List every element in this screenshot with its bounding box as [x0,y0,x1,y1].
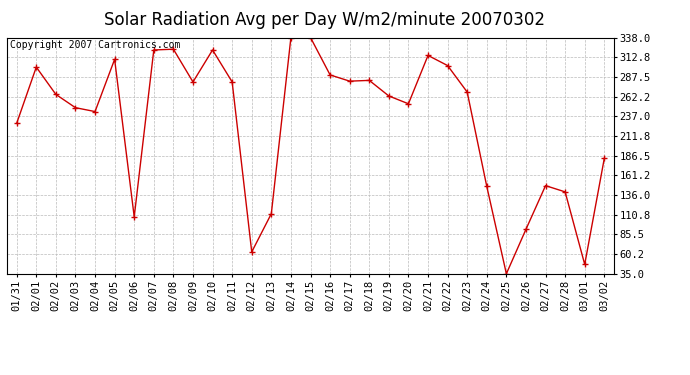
Text: Solar Radiation Avg per Day W/m2/minute 20070302: Solar Radiation Avg per Day W/m2/minute … [104,11,545,29]
Text: Copyright 2007 Cartronics.com: Copyright 2007 Cartronics.com [10,40,180,50]
